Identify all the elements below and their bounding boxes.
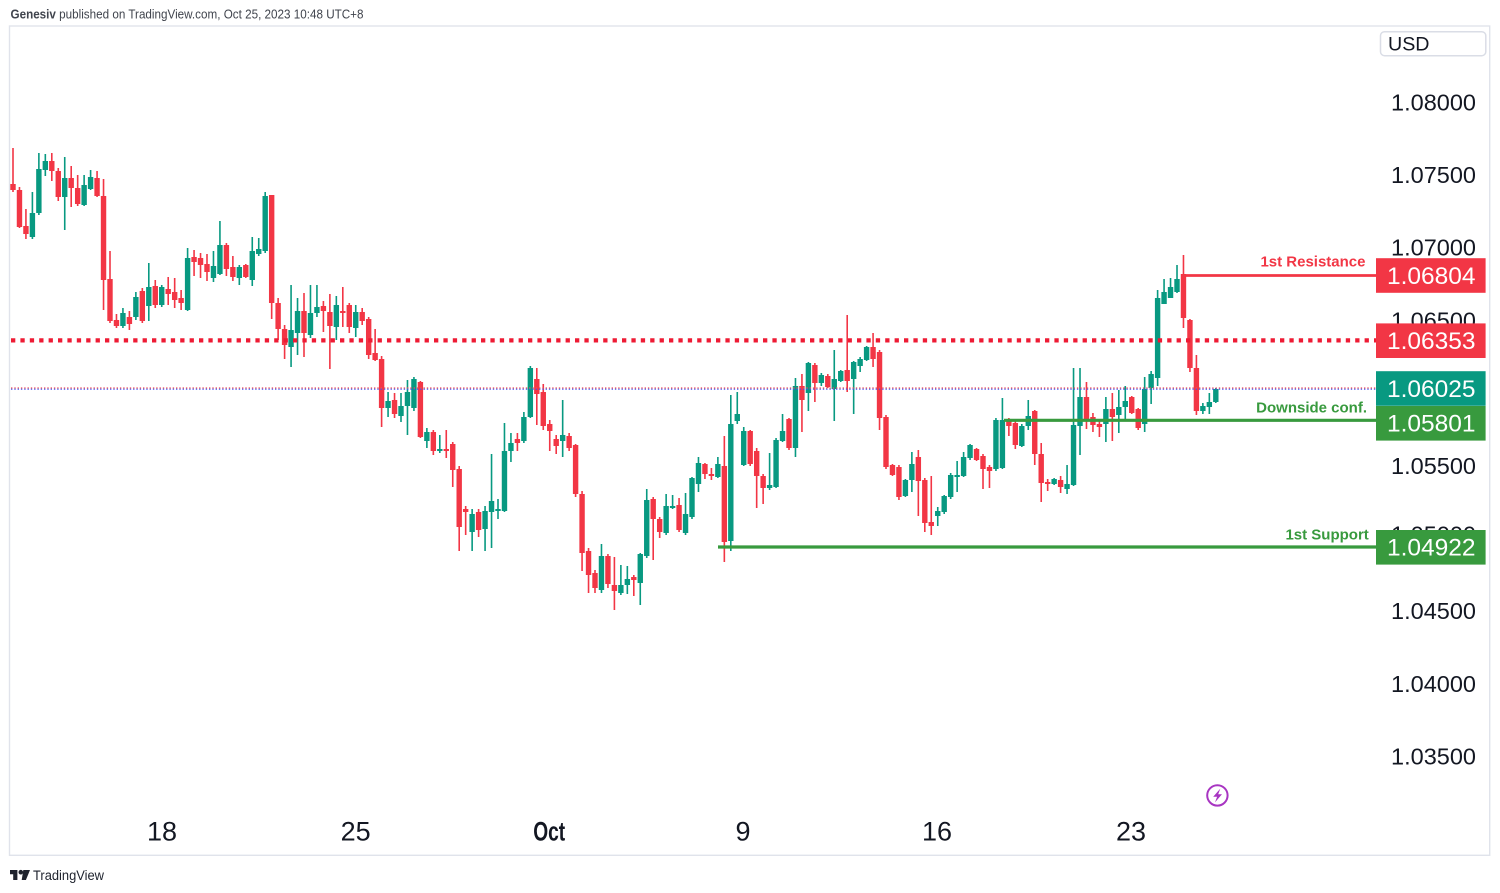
svg-text:Genesiv published on TradingVi: Genesiv published on TradingView.com, Oc… (11, 6, 364, 21)
svg-text:1st Resistance: 1st Resistance (1260, 254, 1365, 271)
svg-text:1.06353: 1.06353 (1387, 328, 1476, 355)
svg-text:1.07000: 1.07000 (1391, 235, 1476, 261)
svg-text:1st Support: 1st Support (1285, 527, 1368, 544)
svg-text:1.06025: 1.06025 (1387, 376, 1476, 403)
svg-text:25: 25 (341, 817, 371, 847)
svg-text:23: 23 (1116, 817, 1146, 847)
svg-text:1.05801: 1.05801 (1387, 411, 1476, 438)
svg-text:1.05500: 1.05500 (1391, 453, 1476, 479)
svg-text:1.04000: 1.04000 (1391, 671, 1476, 697)
svg-text:18: 18 (147, 817, 177, 847)
svg-text:1.06804: 1.06804 (1387, 263, 1476, 290)
svg-text:9: 9 (735, 817, 750, 847)
svg-text:1.04500: 1.04500 (1391, 598, 1476, 624)
svg-text:Oct: Oct (533, 817, 565, 847)
svg-text:TradingView: TradingView (33, 868, 105, 884)
svg-text:1.07500: 1.07500 (1391, 162, 1476, 188)
svg-text:USD: USD (1388, 35, 1430, 56)
svg-text:Downside conf.: Downside conf. (1256, 400, 1367, 417)
svg-text:1.04922: 1.04922 (1387, 535, 1476, 562)
svg-text:1.08000: 1.08000 (1391, 89, 1476, 115)
svg-text:1.03500: 1.03500 (1391, 744, 1476, 770)
svg-text:16: 16 (922, 817, 952, 847)
